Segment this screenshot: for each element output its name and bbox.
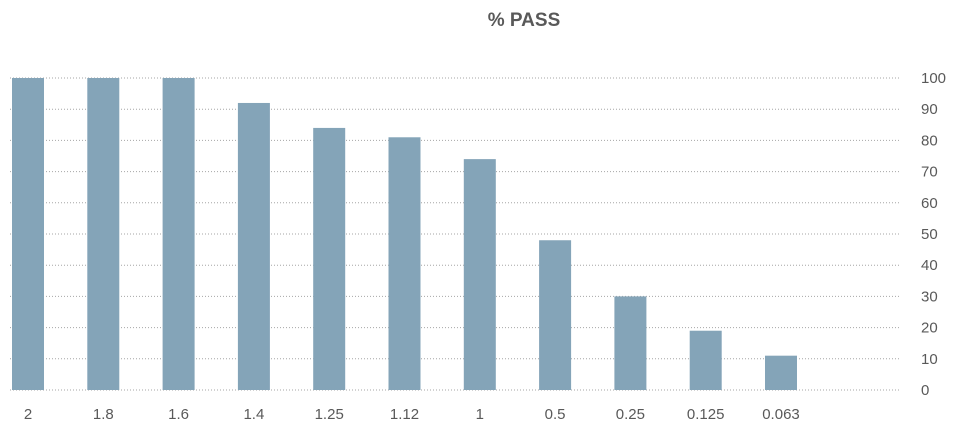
bar: [614, 296, 647, 390]
y-tick-label: 90: [921, 101, 938, 118]
y-tick-label: 60: [921, 195, 938, 212]
x-tick-label: 1.8: [93, 406, 114, 423]
bar: [313, 127, 346, 391]
bars: [12, 78, 797, 391]
bar: [463, 159, 496, 390]
bar: [388, 137, 421, 390]
y-tick-label: 30: [921, 288, 938, 305]
chart-title: % PASS: [487, 10, 561, 31]
bar: [12, 78, 44, 390]
x-tick-label: 1.6: [168, 406, 189, 423]
gridlines: [10, 77, 900, 391]
x-tick-label: 0.25: [616, 406, 645, 423]
x-tick-label: 0.063: [762, 406, 800, 423]
y-axis-tick-labels: 0 10 20 30 40 50 60 70 80 90 100: [921, 70, 946, 399]
bar: [237, 102, 270, 391]
y-tick-label: 80: [921, 132, 938, 149]
y-tick-label: 70: [921, 164, 938, 181]
y-tick-label: 0: [921, 382, 929, 399]
y-tick-label: 50: [921, 226, 938, 243]
bar: [87, 78, 120, 390]
bar: [539, 240, 572, 390]
x-tick-label: 1.25: [315, 406, 344, 423]
x-tick-label: 0.125: [687, 406, 725, 423]
x-tick-label: 1.4: [243, 406, 264, 423]
x-tick-label: 2: [24, 406, 32, 423]
x-axis-tick-labels: 2 1.8 1.6 1.4 1.25 1.12 1 0.5 0.25 0.125 0.063: [24, 406, 800, 423]
bar: [162, 78, 195, 390]
bar: [765, 355, 797, 390]
x-tick-label: 0.5: [545, 406, 566, 423]
y-tick-label: 20: [921, 320, 938, 337]
y-tick-label: 40: [921, 257, 938, 274]
x-tick-label: 1.12: [390, 406, 419, 423]
bar: [689, 330, 722, 390]
y-tick-label: 10: [921, 351, 938, 368]
x-tick-label: 1: [476, 406, 484, 423]
y-tick-label: 100: [921, 70, 946, 87]
